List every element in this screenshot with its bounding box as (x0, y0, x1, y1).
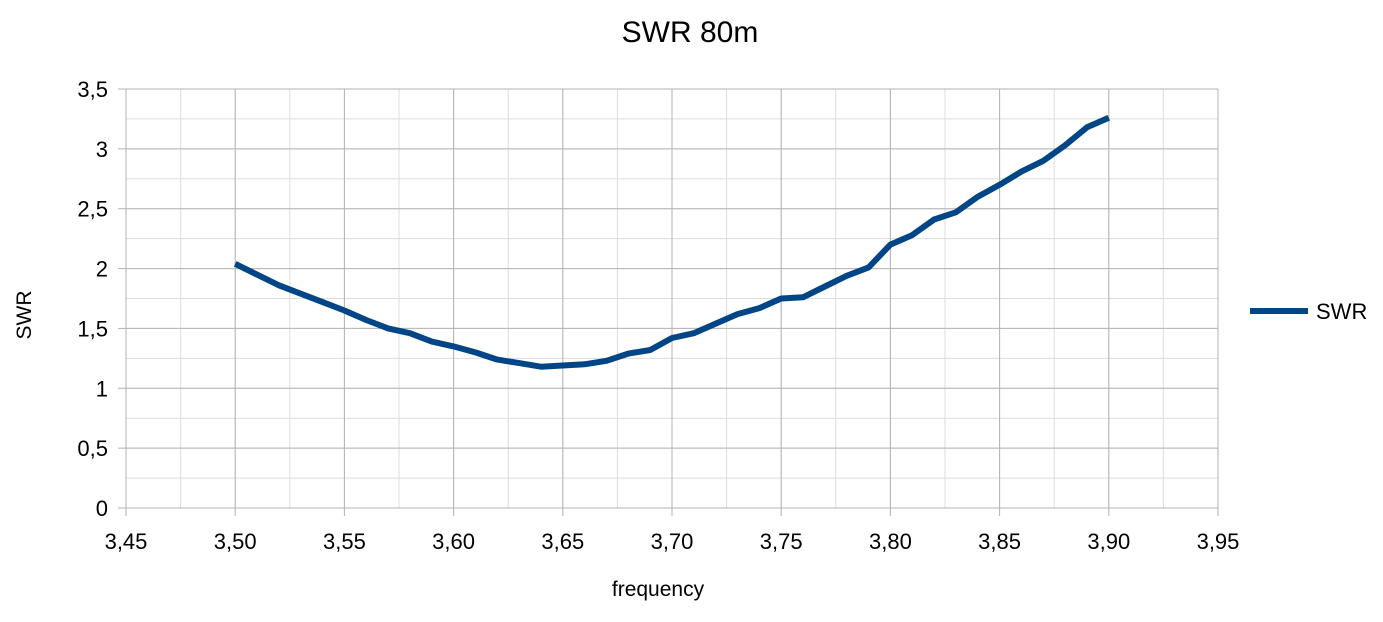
legend-label-swr: SWR (1316, 299, 1367, 324)
x-axis-ticks: 3,45 3,50 3,55 3,60 3,65 3,70 3,75 3,80 3,85 3,90… (105, 529, 1240, 554)
x-tick-label: 3,60 (432, 529, 475, 554)
x-tick-label: 3,80 (869, 529, 912, 554)
x-tick-label: 3,65 (541, 529, 584, 554)
y-tick-label: 2 (96, 257, 108, 282)
x-tick-label: 3,85 (978, 529, 1021, 554)
y-axis-ticks: 0 0,5 1 1,5 2 2,5 3 3,5 (77, 77, 108, 521)
x-tick-label: 3,50 (214, 529, 257, 554)
x-axis-label: frequency (612, 578, 705, 601)
y-tick-label: 0,5 (77, 436, 108, 461)
y-tick-label: 0 (96, 496, 108, 521)
legend: SWR (1250, 299, 1367, 324)
x-tick-label: 3,45 (105, 529, 148, 554)
y-tick-label: 1,5 (77, 316, 108, 341)
x-tick-label: 3,70 (651, 529, 694, 554)
y-tick-label: 2,5 (77, 197, 108, 222)
series-layer (233, 114, 1111, 370)
x-tick-label: 3,75 (760, 529, 803, 554)
chart-title: SWR 80m (622, 16, 759, 49)
y-axis-label: SWR (13, 291, 36, 340)
x-tick-label: 3,55 (323, 529, 366, 554)
y-tick-label: 3 (96, 137, 108, 162)
x-tick-label: 3,90 (1087, 529, 1130, 554)
x-tick-label: 3,95 (1197, 529, 1240, 554)
series-line-swr (233, 114, 1111, 370)
major-gridlines (118, 88, 1219, 516)
y-tick-label: 1 (96, 376, 108, 401)
y-tick-label: 3,5 (77, 77, 108, 102)
